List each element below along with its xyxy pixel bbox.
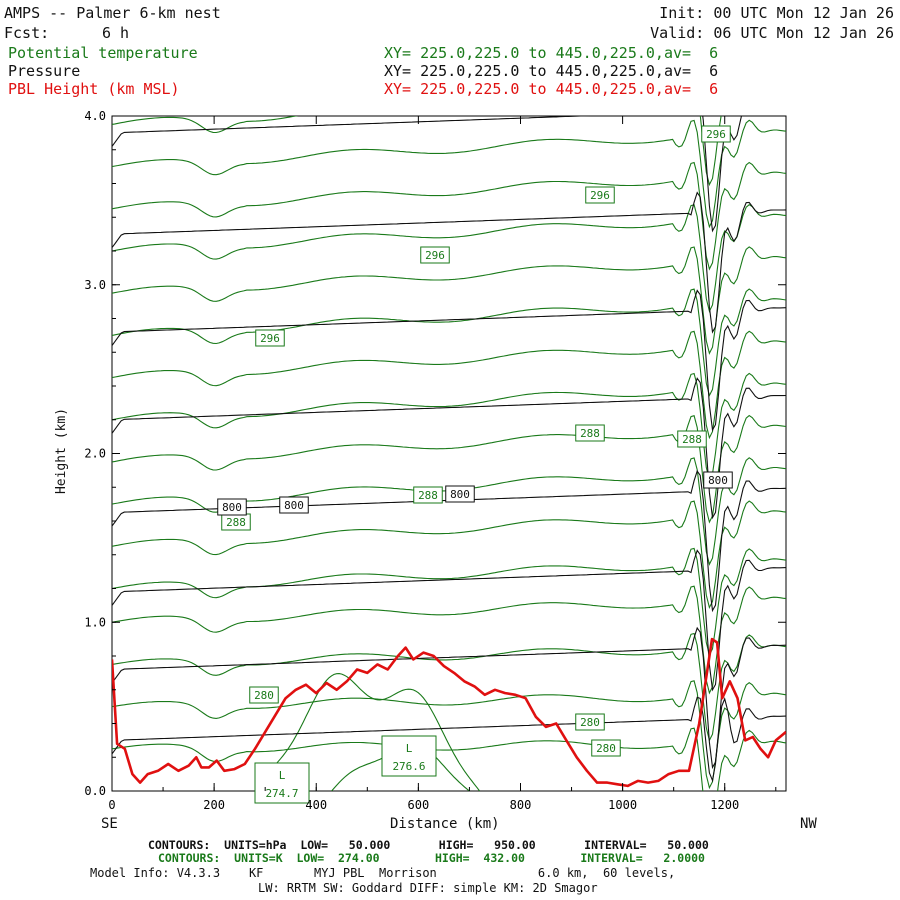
theta-low-center-2-value: 274.7 — [265, 787, 298, 800]
theta-contour-label: 296 — [706, 128, 726, 141]
y-tick-label: 1.0 — [84, 615, 106, 629]
theta-contour-line — [112, 288, 786, 398]
x-axis-label: Distance (km) — [390, 816, 500, 832]
theta-contour-line — [112, 632, 786, 742]
x-tick-label: 400 — [305, 798, 327, 812]
theta-contour-line — [112, 547, 786, 657]
theta-dome-contour — [254, 673, 481, 791]
theta-contour-label-box — [420, 246, 450, 264]
theta-contour-line — [112, 372, 786, 482]
field-xy-pbl: XY= 225.0,225.0 to 445.0,225.0,av= 6 — [384, 80, 719, 98]
pressure-contour-label-box — [445, 485, 475, 503]
theta-contour-line — [112, 119, 786, 229]
y-tick-label: 4.0 — [84, 109, 106, 123]
chart-title: AMPS -- Palmer 6-km nest — [4, 4, 221, 22]
x-tick-label: 600 — [408, 798, 430, 812]
theta-contour-label: 280 — [596, 742, 616, 755]
field-name-theta: Potential temperature — [8, 44, 198, 62]
contour-labels: 296 296 296 296 288 288 288 288 280 280 280 800 800 8… — [217, 125, 733, 804]
theta-contour-label: 288 — [418, 489, 438, 502]
theta-contour-label-box — [591, 739, 621, 757]
axes: 0 200 400 600 800 1000 1200 0.0 1.0 2.0 3.0 4.0 — [84, 109, 786, 812]
pressure-contour-label-box — [279, 496, 309, 514]
theta-contour-label: 280 — [254, 689, 274, 702]
pressure-contour-line — [112, 549, 786, 692]
theta-contour-label-box — [575, 713, 605, 731]
theta-contour-label: 280 — [580, 716, 600, 729]
x-tick-label: 800 — [510, 798, 532, 812]
theta-contour-label-box — [701, 125, 731, 143]
pressure-contour-line — [112, 289, 786, 432]
field-xy-theta: XY= 225.0,225.0 to 445.0,225.0,av= 6 — [384, 44, 719, 62]
theta-contour-label-box — [413, 486, 443, 504]
theta-contour-label: 288 — [226, 516, 246, 529]
x-tick-label: 200 — [203, 798, 225, 812]
init-time: Init: 00 UTC Mon 12 Jan 26 — [659, 4, 894, 22]
pressure-contour-label: 800 — [450, 488, 470, 501]
theta-contour-label-box — [255, 329, 285, 347]
plot-frame — [111, 115, 787, 792]
theta-contour-label-box — [677, 430, 707, 448]
fcst-value: 6 h — [102, 24, 130, 42]
theta-low-center-box — [381, 735, 437, 777]
x-tick-label: 1200 — [710, 798, 739, 812]
pbl-height-line — [112, 637, 786, 788]
pressure-contour-line — [112, 696, 786, 783]
y-tick-label: 0.0 — [84, 784, 106, 798]
y-axis-label: Height (km) — [54, 407, 69, 495]
pressure-contour-line — [112, 116, 743, 233]
theta-contour-line — [112, 680, 786, 790]
theta-contour-label: 296 — [425, 249, 445, 262]
theta-contour-line — [112, 414, 786, 524]
theta-contour-line — [112, 204, 786, 313]
y-tick-label: 3.0 — [84, 278, 106, 292]
footer-model-info-2: LW: RRTM SW: Goddard DIFF: simple KM: 2D… — [258, 881, 598, 895]
valid-time: Valid: 06 UTC Mon 12 Jan 26 — [650, 24, 894, 42]
theta-contour-line — [112, 330, 786, 440]
field-name-pbl: PBL Height (km MSL) — [8, 80, 180, 98]
theta-low-center-value: 276.6 — [392, 760, 425, 773]
pressure-contour-label-box — [217, 498, 247, 516]
theta-contour-line — [112, 116, 722, 187]
pressure-contour-line — [112, 377, 786, 520]
pressure-contour-label: 800 — [222, 501, 242, 514]
theta-low-center-2-mark: L — [279, 769, 286, 782]
x-end-right: NW — [800, 816, 817, 832]
theta-contour-label: 296 — [590, 189, 610, 202]
theta-contour-label-box — [575, 424, 605, 442]
pressure-contour-label-box — [703, 471, 733, 489]
fcst-label: Fcst: — [4, 24, 50, 42]
theta-contour-label-box — [585, 186, 615, 204]
field-xy-pressure: XY= 225.0,225.0 to 445.0,225.0,av= 6 — [384, 62, 719, 80]
theta-contour-label: 288 — [580, 427, 600, 440]
pressure-contour-label: 800 — [284, 499, 304, 512]
x-end-left: SE — [101, 816, 118, 832]
pressure-contour-line — [112, 626, 786, 770]
theta-contour-line — [112, 246, 786, 355]
footer-theta-contours: CONTOURS: UNITS=K LOW= 274.00 HIGH= 432.… — [158, 851, 705, 865]
theta-contour-line — [112, 585, 786, 695]
x-tick-label: 1000 — [608, 798, 637, 812]
theta-contour-label: 288 — [682, 433, 702, 446]
theta-contour-line — [112, 500, 786, 610]
theta-contour-line — [112, 161, 786, 271]
theta-low-center-2-box — [254, 762, 310, 804]
pressure-contour-label: 800 — [708, 474, 728, 487]
footer-model-info: Model Info: V4.3.3 KF MYJ PBL Morrison 6… — [90, 866, 676, 880]
theta-contour-line — [112, 727, 786, 791]
footer-pressure-contours: CONTOURS: UNITS=hPa LOW= 50.000 HIGH= 95… — [148, 838, 709, 852]
theta-contours — [112, 116, 786, 791]
x-tick-label: 0 — [108, 798, 115, 812]
pressure-contour-line — [112, 191, 786, 334]
theta-contour-label-box — [249, 686, 279, 704]
field-name-pressure: Pressure — [8, 62, 81, 80]
theta-contour-label: 296 — [260, 332, 280, 345]
theta-low-center-mark: L — [406, 742, 413, 755]
y-tick-label: 2.0 — [84, 447, 106, 461]
pbl-height-series — [112, 637, 786, 788]
